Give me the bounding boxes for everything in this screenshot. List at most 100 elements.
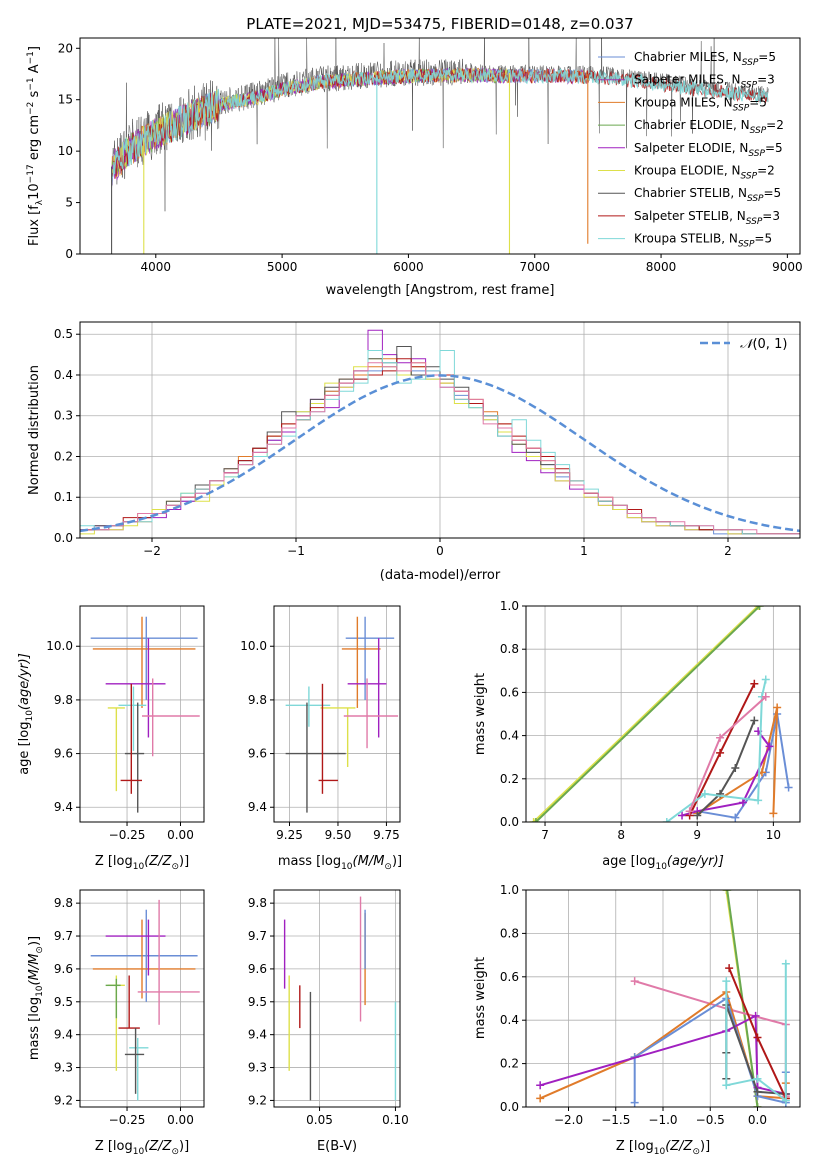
- weight-line-kroupa-elodie: [532, 606, 759, 822]
- x-axis-label-part: )]: [700, 1139, 710, 1154]
- plot-area: [90, 899, 200, 1101]
- weight-marker: [781, 959, 790, 968]
- x-tick-label: −2: [143, 544, 161, 558]
- x-tick-label: 8000: [646, 260, 677, 274]
- weight-marker: [750, 679, 759, 688]
- y-axis-label-part: ⊙: [35, 946, 45, 954]
- plot-area: [90, 616, 200, 813]
- legend-label-part: =5: [764, 186, 782, 200]
- weight-marker: [722, 890, 731, 894]
- legend-label: Salpeter MILES, NSSP=3: [634, 73, 775, 91]
- weight-marker: [750, 716, 759, 725]
- x-axis-label-part: mass [log: [278, 854, 341, 869]
- weight-marker: [700, 789, 709, 798]
- y-tick-label: 0.0: [54, 531, 73, 545]
- weight-marker: [722, 1081, 731, 1090]
- weight-marker: [784, 783, 793, 792]
- panel-age_vs_Z: −0.25 0.009.49.69.810.0Z [log10(Z/Z⊙)]age…: [17, 605, 205, 872]
- y-tick-label: 5: [65, 196, 73, 210]
- weight-marker: [751, 1011, 760, 1020]
- x-tick-label: 6000: [393, 260, 424, 274]
- y-tick-label: 0.4: [500, 1013, 519, 1027]
- y-tick-label: 9.3: [248, 1061, 267, 1075]
- weight-marker: [731, 813, 740, 822]
- legend-label-part: SSP: [746, 217, 763, 227]
- legend-label-part: Chabrier MILES, N: [634, 50, 742, 64]
- y-tick-label: 9.4: [54, 1028, 73, 1042]
- y-tick-label: 0.3: [54, 409, 73, 423]
- x-tick-label: 0.00: [167, 1113, 194, 1127]
- weight-line-chabrier-stelib: [696, 720, 756, 817]
- x-tick-label: 0.0: [748, 1113, 767, 1127]
- legend-label: Chabrier ELODIE, NSSP=2: [634, 118, 784, 136]
- legend-label: Chabrier STELIB, NSSP=5: [634, 186, 781, 204]
- y-axis-label-part: ]: [27, 46, 42, 51]
- x-tick-label: 9: [693, 828, 701, 842]
- x-axis-label-part: 10: [341, 862, 353, 872]
- legend-label-part: Kroupa STELIB, N: [634, 232, 738, 246]
- legend-label-part: SSP: [733, 103, 750, 113]
- panel-mass_weight_vs_Z: −2.0 −1.5 −1.0 −0.5 0.0 0.0 0.2 0.4 0.6 0.8 1.0 Z […: [473, 883, 801, 1157]
- weight-marker: [754, 796, 763, 805]
- weight-marker: [753, 1074, 762, 1083]
- weight-marker: [531, 818, 540, 822]
- y-tick-label: 0: [65, 247, 73, 261]
- y-tick-label: 0.0: [500, 1100, 519, 1114]
- x-tick-label: −1: [287, 544, 305, 558]
- legend-label-part: Kroupa MILES, N: [634, 95, 733, 109]
- y-tick-label: 0.2: [500, 772, 519, 786]
- panel-mass_vs_Z: −0.25 0.009.29.39.49.59.69.79.8Z [log10(Z…: [27, 889, 205, 1157]
- x-tick-label: −0.25: [109, 828, 146, 842]
- y-axis-label-part: Flux [f: [27, 205, 42, 246]
- axes-frame: [79, 889, 205, 1108]
- x-axis-label-part: Z [log: [95, 854, 133, 869]
- x-axis-label-part: 10: [654, 1147, 666, 1157]
- x-tick-label: 9.75: [373, 828, 400, 842]
- y-tick-label: 9.6: [248, 962, 267, 976]
- y-tick-label: 0.4: [54, 368, 73, 382]
- plot-area: [536, 890, 790, 1107]
- y-tick-label: 9.2: [54, 1093, 73, 1107]
- y-tick-label: 9.8: [54, 693, 73, 707]
- legend-label-part: Kroupa ELODIE, N: [634, 164, 741, 178]
- x-axis-label-part: (Z/Z: [144, 1139, 172, 1154]
- legend-label-part: =5: [758, 50, 776, 64]
- y-tick-label: 9.8: [248, 693, 267, 707]
- y-axis-label: mass weight: [473, 957, 488, 1039]
- y-tick-label: 15: [58, 93, 73, 107]
- y-tick-label: 1.0: [500, 883, 519, 897]
- legend-label: Salpeter ELODIE, NSSP=5: [634, 141, 783, 159]
- legend-label-part: (0, 1): [752, 337, 787, 352]
- weight-marker: [536, 1081, 545, 1090]
- y-axis-label-part: 10: [25, 710, 35, 722]
- y-axis-label-part: −1: [26, 51, 36, 64]
- x-axis-label: mass [log10(M/M⊙)]: [278, 854, 402, 872]
- x-tick-label: 0: [436, 544, 444, 558]
- weight-marker: [755, 606, 764, 610]
- weight-marker: [781, 1096, 790, 1105]
- legend-label-part: SSP: [748, 149, 765, 159]
- weight-marker: [725, 964, 734, 973]
- x-tick-label: 1: [580, 544, 588, 558]
- x-axis-label-part: )]: [179, 854, 189, 869]
- y-axis-label-part: )]: [27, 936, 42, 946]
- x-axis-label: Z [log10(Z/Z⊙)]: [95, 1139, 189, 1157]
- plot-area: [80, 329, 800, 535]
- x-axis-label-part: 10: [133, 862, 145, 872]
- panel-spectrum: 4000 5000 6000 7000 8000 9000 0 5 10 15 20 Chabrier…: [26, 37, 803, 298]
- plot-area: [285, 616, 399, 813]
- y-tick-label: 9.2: [248, 1093, 267, 1107]
- y-axis-label-part: age [log: [17, 722, 32, 775]
- x-tick-label: −0.5: [696, 1113, 725, 1127]
- legend-label-part: =3: [762, 209, 780, 223]
- x-axis-label-part: 10: [655, 862, 667, 872]
- y-tick-label: 0.2: [500, 1057, 519, 1071]
- y-axis-label-part: 10: [35, 985, 45, 997]
- y-tick-label: 9.6: [248, 747, 267, 761]
- y-tick-label: 9.5: [248, 995, 267, 1009]
- x-axis-label-part: ⊙: [171, 862, 179, 872]
- x-axis-label: age [log10(age/yr)]: [602, 854, 724, 872]
- weight-marker: [716, 748, 725, 757]
- legend-label-part: Salpeter MILES, N: [634, 73, 741, 87]
